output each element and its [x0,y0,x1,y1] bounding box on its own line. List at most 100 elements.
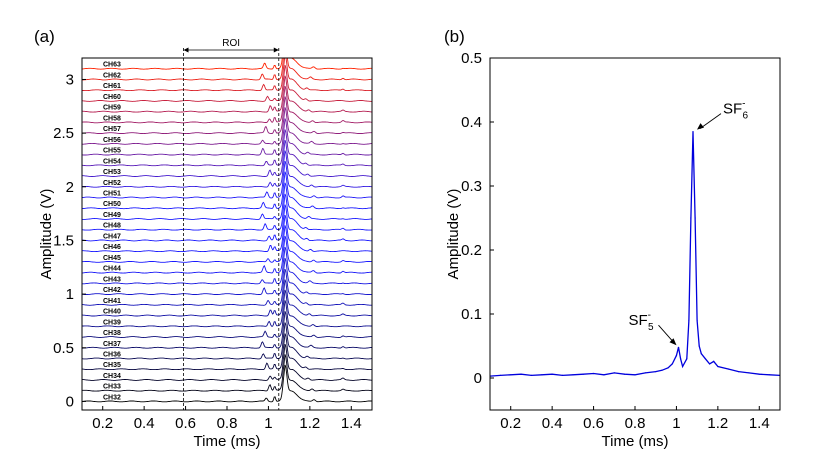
x-tick-label: 0.2 [92,415,113,432]
roi-arrowhead-right [273,47,279,53]
channel-label-ch56: CH56 [103,137,121,144]
trace-ch34 [82,343,372,381]
y-tick-label: 0 [474,370,482,387]
roi-label: ROI [222,38,240,49]
channel-label-ch50: CH50 [103,201,121,208]
y-tick-label: 0.3 [461,178,482,195]
trace-ch47 [82,204,372,242]
x-tick-label: 1.2 [707,415,728,432]
annotation-sf5: SF-5 [629,310,655,333]
channel-label-ch33: CH33 [103,384,121,391]
panel-b-point [690,217,692,219]
panel-b-point [541,374,543,376]
channel-label-ch39: CH39 [103,319,121,326]
annotation-sf6: SF-6 [723,99,749,122]
trace-ch57 [82,96,372,135]
channel-label-ch59: CH59 [103,105,121,112]
x-tick-label: 1.2 [299,415,320,432]
panel-b-ylabel: Amplitude (V) [445,189,462,280]
y-tick-label: 1.5 [53,232,74,249]
channel-label-ch34: CH34 [103,373,121,380]
channel-label-ch40: CH40 [103,309,121,316]
y-tick-label: 0 [66,393,74,410]
panel-b-point [709,363,711,365]
panel-a-ylabel: Amplitude (V) [38,189,55,280]
panel-b-point [675,355,678,357]
channel-label-ch49: CH49 [103,212,121,219]
channel-label-ch51: CH51 [103,191,121,198]
trace-ch49 [82,182,372,220]
y-tick-label: 0.1 [461,306,482,323]
panel-b-point [700,353,702,355]
trace-ch39 [82,289,372,328]
panel-b-point [551,373,553,375]
panel-a-label: (a) [34,27,55,46]
y-tick-label: 0.2 [461,242,482,259]
trace-ch44 [82,235,372,274]
panel-b-point [686,358,688,360]
y-tick-label: 0.4 [461,114,482,131]
channel-label-ch48: CH48 [103,223,121,230]
channel-label-ch63: CH63 [103,62,121,69]
trace-ch37 [82,311,372,349]
x-tick-label: 1 [672,415,680,432]
panel-b-point [713,360,715,362]
panel-a-xlabel: Time (ms) [194,433,261,450]
trace-ch38 [82,300,372,338]
panel-a-traces [82,58,372,403]
trace-ch46 [82,214,372,253]
x-tick-label: 0.4 [134,415,155,432]
roi-arrowhead-left [183,47,189,53]
x-tick-label: 0.8 [217,415,238,432]
channel-label-ch54: CH54 [103,158,121,165]
x-tick-label: 0.8 [625,415,646,432]
trace-ch62 [82,58,372,81]
panel-b-point [530,374,533,376]
trace-ch41 [82,268,372,306]
panel-b-series [490,131,780,377]
panel-b-point [717,365,719,368]
panel-b-point [593,372,595,375]
channel-label-ch52: CH52 [103,180,121,187]
panel-b-point [634,374,636,376]
x-tick-label: 1 [264,415,272,432]
panel-b-point [769,374,771,376]
panel-b-point [613,372,615,374]
panel-a-ticks: CH32 CH33 CH34 CH35 CH36 CH37 CH38 CH39 CH40 CH41… [53,62,362,432]
panel-b-line [490,131,780,377]
panel-b-point [696,319,698,321]
panel-b-point [677,346,680,348]
trace-ch58 [82,85,372,124]
channel-label-ch36: CH36 [103,352,121,359]
trace-ch35 [82,333,372,371]
panel-b: (b) 0.2 0.4 0.6 0.8 1 1.2 1.400.10.20.30.40.5 … [444,27,781,450]
channel-label-ch58: CH58 [103,115,121,122]
y-tick-label: 3 [66,71,74,88]
panel-b-point [692,131,694,133]
trace-ch53 [82,140,372,177]
x-tick-label: 0.6 [583,415,604,432]
trace-ch61 [82,58,372,92]
channel-label-ch43: CH43 [103,276,121,283]
channel-label-ch45: CH45 [103,255,121,262]
panel-b-point [572,374,574,376]
channel-label-ch32: CH32 [103,394,121,401]
annotation-sf6-arrow [699,113,722,129]
panel-b-point [499,374,501,376]
trace-ch40 [82,279,372,317]
channel-label-ch55: CH55 [103,148,121,155]
y-tick-label: 1 [66,286,74,303]
panel-b-point [582,373,584,375]
trace-ch45 [82,225,372,263]
x-tick-label: 0.6 [175,415,196,432]
annotation-sf5-arrow [658,324,674,343]
trace-ch54 [82,129,372,167]
panel-b-point [758,373,760,375]
channel-label-ch60: CH60 [103,94,121,101]
trace-ch36 [82,322,372,360]
panel-b-point [738,371,740,373]
panel-b-point [561,374,564,376]
channel-label-ch37: CH37 [103,341,121,348]
channel-label-ch62: CH62 [103,73,121,80]
